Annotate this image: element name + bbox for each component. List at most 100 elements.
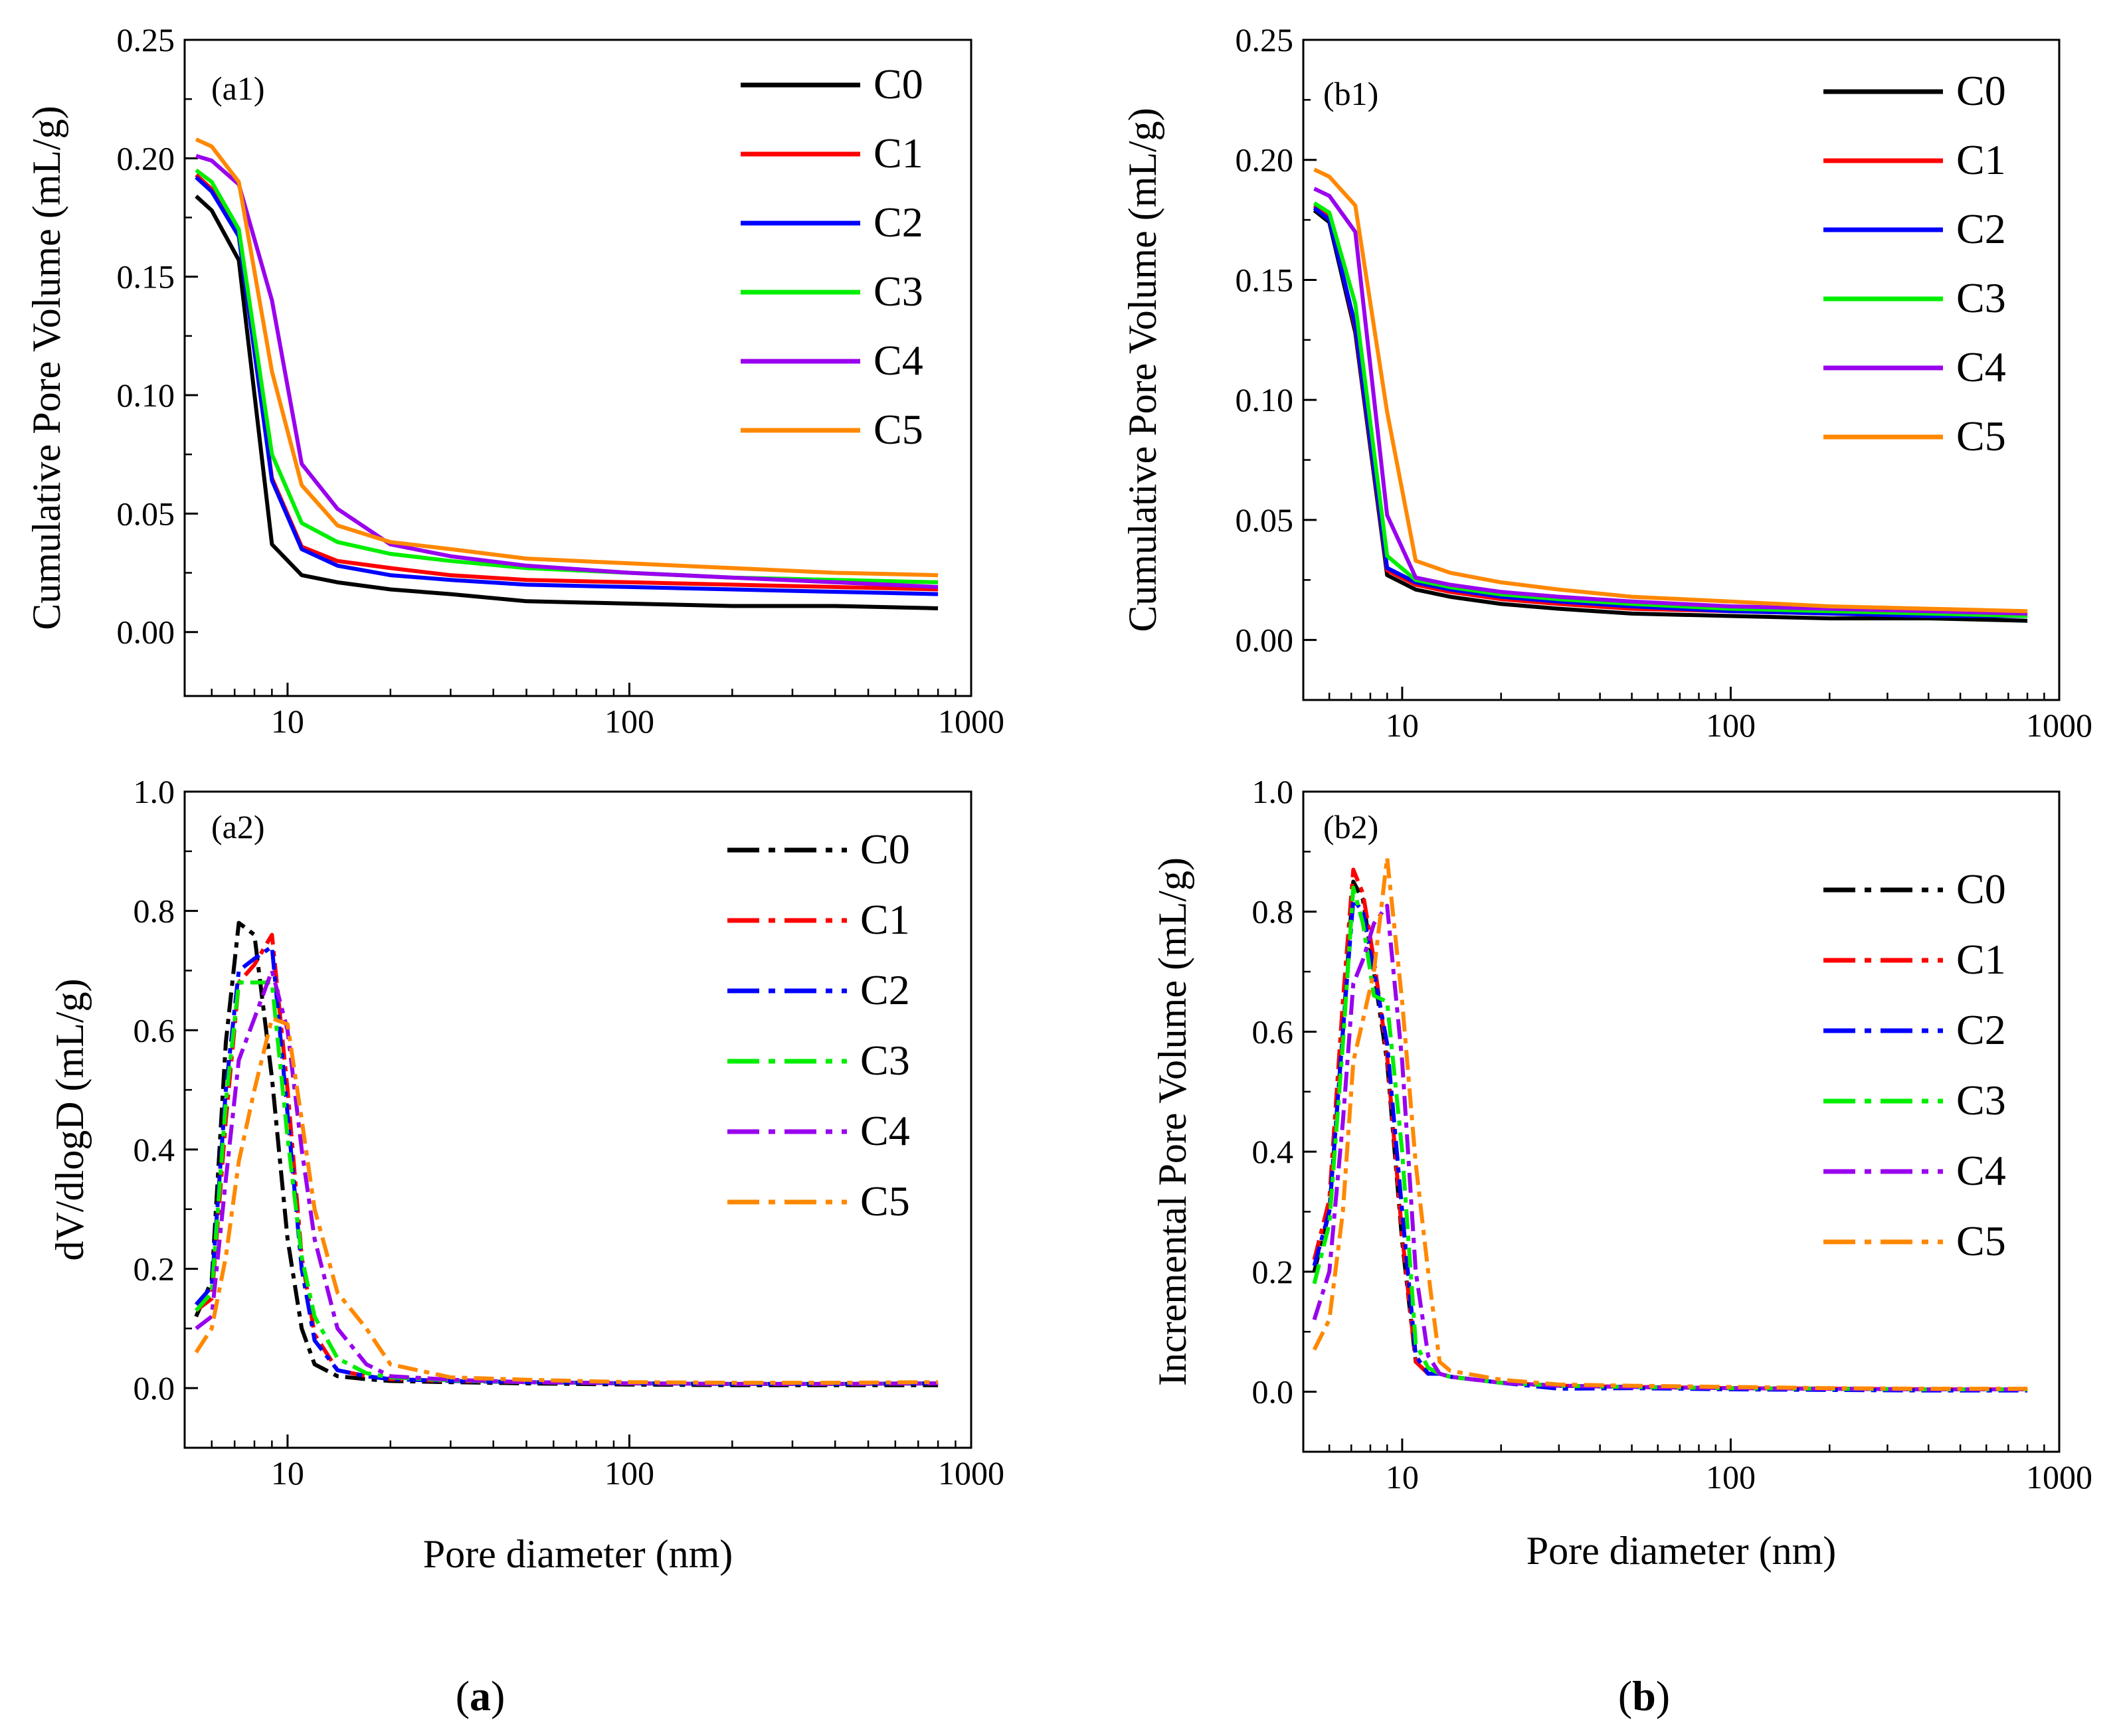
legend-label-c3: C3	[1956, 1077, 2006, 1124]
legend-label-c1: C1	[1956, 936, 2006, 983]
series-line-a1-c3	[195, 168, 939, 584]
y-tick-label-a1: 0.00	[117, 614, 175, 651]
legend-label-c5: C5	[1956, 1217, 2006, 1264]
legend-a1: C0 C1 C2 C3 C4 C5	[741, 60, 923, 453]
legend-label-c0: C0	[874, 60, 923, 108]
plot-frame-b1	[1302, 39, 2061, 701]
y-tick-label-a2: 0.8	[134, 893, 175, 930]
panel-tag-a1: (a1)	[211, 70, 265, 107]
series-line-a1-c0	[195, 195, 939, 610]
legend-label-c1: C1	[1956, 136, 2006, 183]
series-line-a1-c4	[195, 153, 939, 589]
y-tick-label-b1: 0.10	[1236, 381, 1294, 418]
y-tick-label-b1: 0.05	[1236, 501, 1294, 539]
y-tick-label-b1: 0.20	[1236, 141, 1294, 179]
series-line-b2-c5	[1312, 855, 2028, 1391]
series-line-b1-c3	[1313, 201, 2028, 618]
x-tick-label-a2: 1000	[938, 1454, 1004, 1492]
y-tick-label-a2: 0.4	[134, 1131, 175, 1168]
legend-label-c0: C0	[1956, 865, 2006, 912]
x-tick-label-b1: 1000	[2026, 707, 2092, 744]
panel-tag-b1: (b1)	[1323, 75, 1378, 112]
caption-b-letter: b	[1632, 1672, 1656, 1719]
y-tick-label-a1: 0.25	[117, 21, 175, 58]
y-tick-label-b2: 0.4	[1252, 1133, 1294, 1170]
legend-b1: C0 C1 C2 C3 C4 C5	[1823, 67, 2006, 460]
series-line-b2-c0	[1312, 879, 2028, 1391]
panel-a2: 10 100 1000 0.0 0.2 0.4 0.6 0.8 1.0 dV/dlogD (mL/…	[48, 773, 1004, 1576]
series-line-a2-c4	[195, 968, 939, 1386]
legend-label-c3: C3	[874, 268, 923, 315]
legend-label-c1: C1	[860, 896, 910, 943]
y-tick-label-b1: 0.15	[1236, 261, 1294, 298]
y-tick-label-a1: 0.05	[117, 495, 175, 532]
legend-label-c5: C5	[860, 1177, 910, 1225]
y-tick-label-a2: 0.6	[134, 1011, 175, 1049]
legend-label-c5: C5	[874, 406, 923, 453]
y-tick-label-b2: 0.2	[1252, 1253, 1294, 1290]
caption-a-letter: a	[470, 1672, 491, 1719]
y-tick-label-a2: 0.0	[134, 1369, 175, 1407]
x-axis-title-a2: Pore diameter (nm)	[423, 1532, 733, 1576]
series-line-b1-c4	[1313, 187, 2028, 616]
legend-label-c2: C2	[1956, 205, 2006, 252]
legend-label-c0: C0	[1956, 67, 2006, 114]
x-tick-label-a2: 10	[271, 1454, 304, 1492]
legend-label-c0: C0	[860, 825, 910, 873]
series-line-b2-c4	[1312, 903, 2028, 1391]
legend-a2: C0 C1 C2 C3 C4 C5	[727, 825, 910, 1225]
panel-b1: 10 100 1000 0.00 0.05 0.10 0.15 0.20 0.25 Cumulat…	[1121, 21, 2092, 744]
x-tick-label-b2: 10	[1386, 1458, 1419, 1496]
panel-tag-a2: (a2)	[211, 808, 265, 845]
y-tick-label-b2: 0.8	[1252, 893, 1294, 930]
x-tick-label-a2: 100	[604, 1454, 654, 1492]
y-axis-title-a2: dV/dlogD (mL/g)	[48, 979, 92, 1261]
x-tick-label-a1: 1000	[938, 703, 1004, 740]
series-line-b1-c5	[1313, 167, 2028, 614]
y-tick-label-b1: 0.25	[1236, 21, 1294, 58]
y-tick-label-a2: 0.2	[134, 1251, 175, 1288]
plot-frame-b2	[1302, 790, 2061, 1453]
legend-label-c4: C4	[1956, 1147, 2006, 1194]
legend-label-c2: C2	[1956, 1006, 2006, 1053]
series-line-b1-c0	[1313, 209, 2028, 623]
panel-tag-b2: (b2)	[1323, 808, 1378, 845]
y-tick-label-b2: 1.0	[1252, 773, 1294, 810]
panel-b2: 10 100 1000 0.0 0.2 0.4 0.6 0.8 1.0 Incremental P…	[1151, 773, 2092, 1573]
legend-label-c2: C2	[874, 199, 923, 246]
series-line-a2-c3	[194, 980, 939, 1386]
plot-frame-a1	[183, 39, 972, 697]
legend-label-c3: C3	[860, 1037, 910, 1084]
plot-frame-a2	[183, 790, 972, 1449]
series-line-b2-c1	[1312, 867, 2028, 1391]
series-line-a1-c5	[195, 137, 939, 578]
series-line-a2-c5	[194, 1016, 939, 1385]
legend-label-c3: C3	[1956, 274, 2006, 321]
legend-label-c4: C4	[1956, 343, 2006, 391]
caption-a: (a)	[456, 1672, 506, 1719]
series-line-b1-c2	[1313, 206, 2028, 618]
x-tick-label-b1: 100	[1706, 707, 1756, 744]
series-line-b2-c3	[1312, 885, 2028, 1391]
series-line-a2-c1	[195, 932, 939, 1386]
y-tick-label-a1: 0.20	[117, 139, 175, 177]
y-tick-label-a2: 1.0	[134, 773, 175, 810]
y-axis-title-b1: Cumulative Pore Volume (mL/g)	[1121, 108, 1164, 632]
y-tick-label-b2: 0.0	[1252, 1373, 1294, 1411]
series-line-a1-c2	[195, 175, 939, 596]
caption-b: (b)	[1618, 1672, 1670, 1719]
legend-label-c4: C4	[860, 1107, 910, 1154]
y-axis-title-b2: Incremental Pore Volume (mL/g)	[1151, 857, 1194, 1386]
x-tick-label-b2: 100	[1706, 1458, 1756, 1496]
x-tick-label-b2: 1000	[2026, 1458, 2092, 1496]
panel-a1: 10 100 1000 0.00 0.05 0.10 0.15 0.20 0.25 Cumulat…	[25, 21, 1004, 740]
x-tick-label-b1: 10	[1386, 707, 1419, 744]
y-tick-label-b2: 0.6	[1252, 1013, 1294, 1050]
y-tick-label-a1: 0.10	[117, 377, 175, 414]
x-tick-label-a1: 100	[604, 703, 654, 740]
y-tick-label-b1: 0.00	[1236, 622, 1294, 659]
y-axis-title-a1: Cumulative Pore Volume (mL/g)	[25, 106, 68, 630]
legend-label-c4: C4	[874, 337, 923, 384]
series-line-b1-c1	[1313, 204, 2028, 618]
